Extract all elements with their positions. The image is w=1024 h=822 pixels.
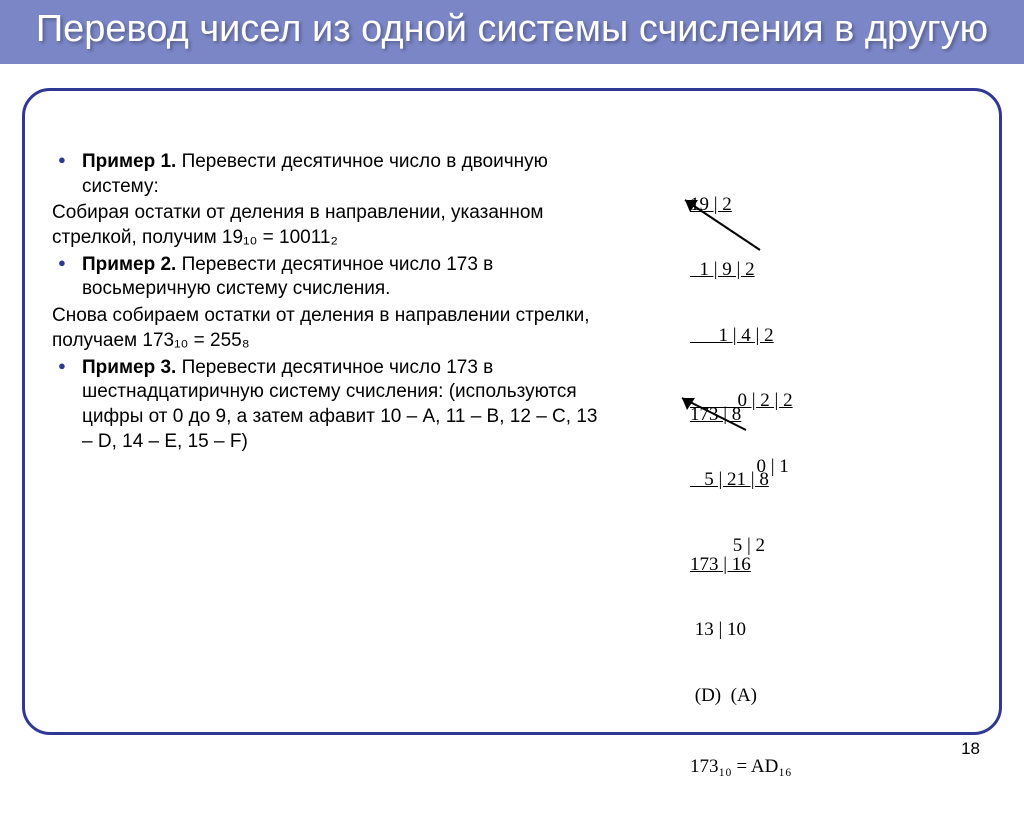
- calc-row: 173 | 16: [690, 554, 751, 575]
- page-number: 18: [961, 739, 980, 759]
- calc-row: (D) (A): [690, 685, 757, 706]
- list-item: Пример 2. Перевести десятичное число 173…: [52, 253, 612, 302]
- arrow-icon: [668, 390, 758, 440]
- slide-title: Перевод чисел из одной системы счисления…: [0, 0, 1024, 64]
- bullet-list: Пример 1. Перевести десятичное число в д…: [52, 150, 612, 456]
- example-label: Пример 2.: [82, 254, 176, 275]
- calc-row: 13 | 10: [690, 619, 746, 640]
- list-item: Собирая остатки от деления в направлении…: [52, 201, 612, 250]
- arrow-icon: [670, 190, 770, 260]
- calc-row: 1 | 4 | 2: [690, 325, 774, 346]
- calc-row: 1 | 9 | 2: [690, 259, 755, 280]
- list-item: Пример 3. Перевести десятичное число 173…: [52, 356, 612, 455]
- diagram-hex: 173 | 16 13 | 10 (D) (A) 173₁₀ = AD₁₆: [690, 510, 792, 822]
- example-label: Пример 3.: [82, 357, 176, 378]
- example-label: Пример 1.: [82, 151, 176, 172]
- calc-row: 5 | 21 | 8: [690, 469, 769, 490]
- list-item: Снова собираем остатки от деления в напр…: [52, 304, 612, 353]
- list-item: Пример 1. Перевести десятичное число в д…: [52, 150, 612, 199]
